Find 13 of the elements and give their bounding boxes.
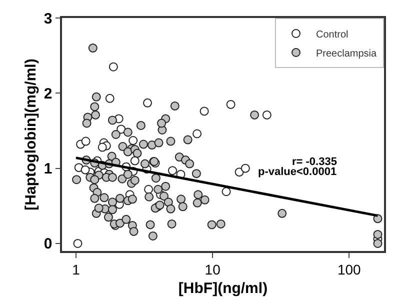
y-tick-label: 0	[44, 236, 52, 253]
x-tick-label: 1	[72, 262, 80, 278]
legend-label: Control	[316, 29, 348, 40]
y-axis-title: [Haptoglobin](mg/ml)	[22, 58, 40, 210]
legend-label: Preeclampsia	[316, 48, 378, 60]
x-tick-label: 100	[337, 262, 362, 278]
y-tick-label: 1	[44, 160, 52, 178]
y-tick-label: 2	[44, 85, 52, 102]
annotation: p-value<0.0001	[258, 166, 337, 178]
x-axis-title: [HbF](ng/ml)	[178, 280, 268, 298]
annotation: r= -0.335	[292, 156, 337, 168]
y-tick-label: 3	[44, 10, 52, 28]
x-tick-label: 10	[204, 262, 221, 278]
